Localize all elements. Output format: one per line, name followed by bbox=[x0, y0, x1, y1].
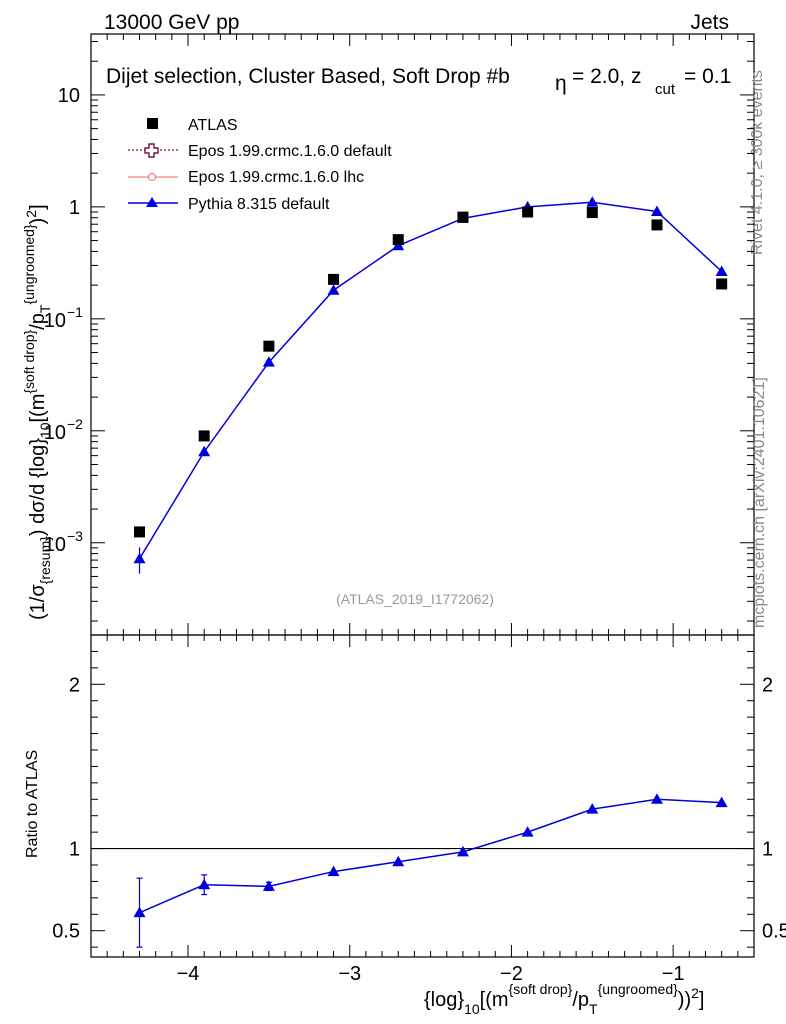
x-tick-label: −2 bbox=[500, 963, 523, 985]
legend-entry-atlas: ATLAS bbox=[147, 117, 238, 134]
pythia-point bbox=[198, 445, 211, 457]
plot-title-eta-glyph: η bbox=[555, 72, 567, 95]
ratio-pythia-point bbox=[456, 845, 469, 857]
pythia-point bbox=[262, 356, 275, 367]
atlas-point bbox=[586, 207, 598, 219]
atlas-point bbox=[651, 219, 663, 231]
ratio-pythia-point bbox=[586, 803, 599, 814]
ratio-pythia-point bbox=[198, 878, 211, 890]
atlas-point bbox=[198, 430, 210, 442]
mcplots-label: mcplots.cern.ch [arXiv:2401.10621] bbox=[751, 377, 768, 628]
ratio-y-axis-label: Ratio to ATLAS bbox=[24, 750, 41, 858]
legend-marker-triangle bbox=[146, 197, 158, 207]
ratio-y-tick-label: 1 bbox=[69, 839, 80, 861]
x-tick-label: −3 bbox=[338, 963, 361, 985]
atlas-point bbox=[522, 206, 534, 218]
main-y-tick-label: 1 bbox=[69, 197, 80, 219]
pythia-point bbox=[327, 284, 340, 295]
legend-label-epos-default: Epos 1.99.crmc.1.6.0 default bbox=[188, 143, 392, 160]
legend-label-epos-lhc: Epos 1.99.crmc.1.6.0 lhc bbox=[188, 169, 364, 186]
x-tick-label: −1 bbox=[662, 963, 685, 985]
main-series bbox=[133, 196, 728, 574]
pythia-point bbox=[650, 205, 663, 216]
ratio-y-tick-label: 2 bbox=[69, 674, 80, 696]
legend-label-pythia: Pythia 8.315 default bbox=[188, 196, 330, 213]
beta-label: = 2.0, z bbox=[572, 65, 641, 88]
ratio-pythia-point bbox=[262, 880, 275, 891]
ratio-axes: 0.5 0.5 1 1 2 2 bbox=[52, 634, 786, 948]
atlas-point bbox=[716, 278, 728, 290]
x-axis: −4 −3 −2 −1 bbox=[90, 34, 755, 985]
plot-title: Dijet selection, Cluster Based, Soft Dro… bbox=[106, 65, 510, 88]
legend-marker-square bbox=[147, 118, 158, 129]
ratio-y-tick-label-right: 1 bbox=[762, 839, 773, 861]
rivet-label: Rivet 4.1.0, ≥ 300k events bbox=[749, 70, 766, 255]
main-y-tick-label-exponent: −3 bbox=[67, 528, 83, 544]
selection-label: Dijet selection, Cluster Based, Soft Dro… bbox=[106, 65, 510, 88]
atlas-point bbox=[134, 526, 146, 538]
ratio-pythia-point bbox=[650, 793, 663, 804]
ratio-pythia-point bbox=[133, 906, 146, 918]
ratio-pythia-line bbox=[139, 798, 722, 914]
legend: ATLAS Epos 1.99.crmc.1.6.0 default Epos … bbox=[128, 117, 392, 213]
atlas-point bbox=[263, 340, 275, 352]
legend-entry-epos-lhc: Epos 1.99.crmc.1.6.0 lhc bbox=[128, 169, 364, 186]
zcut-value: = 0.1 bbox=[684, 65, 731, 88]
pythia-point bbox=[715, 265, 728, 276]
x-tick-label: −4 bbox=[177, 963, 200, 985]
ratio-pythia-point bbox=[521, 826, 534, 837]
main-y-tick-label: 10 bbox=[44, 422, 66, 444]
legend-label-atlas: ATLAS bbox=[188, 117, 238, 134]
ratio-plot-frame bbox=[90, 634, 755, 958]
ratio-y-tick-label-right: 2 bbox=[762, 674, 773, 696]
atlas-point bbox=[457, 211, 469, 223]
svg-text:(1/σ{resum}) dσ/d {log}10[(m{s: (1/σ{resum}) dσ/d {log}10[(m{soft drop}/… bbox=[21, 204, 53, 620]
pythia-point bbox=[586, 196, 599, 207]
atlas-point bbox=[392, 234, 404, 246]
main-y-tick-label: 10 bbox=[58, 85, 80, 107]
legend-entry-epos-default: Epos 1.99.crmc.1.6.0 default bbox=[128, 143, 392, 160]
zcut-subscript: cut bbox=[655, 81, 676, 98]
main-y-tick-label: 10 bbox=[44, 310, 66, 332]
process-label: Jets bbox=[690, 11, 729, 34]
ratio-pythia-point bbox=[392, 855, 405, 867]
legend-entry-pythia: Pythia 8.315 default bbox=[128, 196, 330, 213]
legend-marker-open-cross bbox=[144, 143, 159, 158]
pythia-point bbox=[133, 552, 146, 564]
plot-title-params: = 2.0, z bbox=[572, 65, 641, 88]
ratio-y-tick-label: 0.5 bbox=[52, 921, 80, 943]
energy-label: 13000 GeV pp bbox=[104, 11, 239, 34]
atlas-point bbox=[328, 273, 340, 285]
main-y-tick-label-exponent: −2 bbox=[67, 416, 83, 432]
ratio-pythia-point bbox=[715, 796, 728, 808]
svg-text:{log}10[(m{soft drop}/pT{ungro: {log}10[(m{soft drop}/pT{ungroomed}))2] bbox=[424, 981, 704, 1017]
ratio-pythia-point bbox=[327, 865, 340, 877]
main-y-axis-label: (1/σ{resum}) dσ/d {log}10[(m{soft drop}/… bbox=[21, 204, 53, 620]
legend-marker-circle bbox=[147, 172, 157, 182]
ratio-y-tick-label-right: 0.5 bbox=[762, 921, 786, 943]
main-y-tick-label-exponent: −1 bbox=[67, 304, 83, 320]
analysis-id: (ATLAS_2019_I1772062) bbox=[336, 591, 494, 607]
pythia-line bbox=[138, 201, 723, 560]
x-axis-label: {log}10[(m{soft drop}/pT{ungroomed}))2] bbox=[424, 981, 704, 1017]
main-y-tick-label: 10 bbox=[44, 534, 66, 556]
ratio-series bbox=[133, 793, 728, 948]
